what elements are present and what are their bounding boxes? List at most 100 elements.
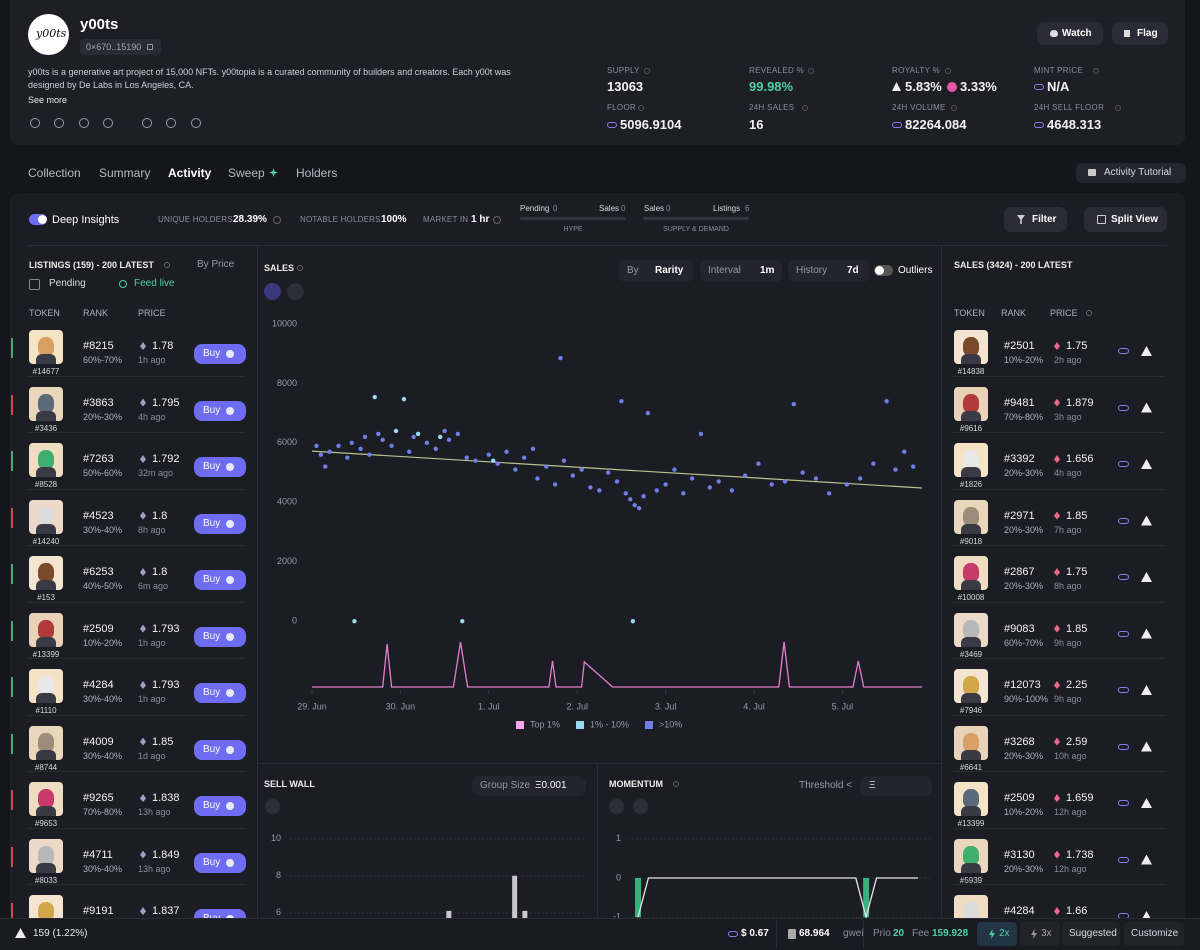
filter-label[interactable]: Filter [1032, 214, 1057, 225]
filter-button[interactable] [1004, 207, 1067, 232]
token-name[interactable]: #9265 [83, 792, 114, 804]
marketplace-icon[interactable] [1141, 798, 1152, 808]
link-icon[interactable] [1118, 630, 1129, 637]
speed-label[interactable]: 2x [999, 928, 1010, 939]
link-icon[interactable] [1118, 517, 1129, 524]
select[interactable] [619, 260, 693, 282]
flag-button[interactable] [1112, 22, 1168, 45]
buy-button[interactable] [194, 683, 246, 703]
buy-label[interactable]: Buy [203, 630, 221, 642]
buy-button[interactable] [194, 457, 246, 477]
link-icon[interactable] [1118, 800, 1129, 806]
token-name[interactable]: #4009 [83, 735, 114, 748]
buy-button[interactable] [194, 400, 246, 421]
tab[interactable]: Holders [296, 166, 338, 180]
speed-label[interactable]: 3x [1041, 928, 1052, 939]
suggested-button[interactable] [1062, 922, 1120, 946]
customize-button[interactable] [1124, 922, 1184, 946]
buy-button[interactable] [194, 626, 246, 647]
marketplace-icon[interactable] [1141, 572, 1152, 582]
mode-button[interactable] [265, 799, 280, 814]
link-icon[interactable] [1118, 856, 1129, 863]
tutorial-label[interactable]: Activity Tutorial [1104, 167, 1172, 178]
buy-label[interactable]: Buy [203, 800, 221, 811]
token-name[interactable]: #8215 [83, 340, 114, 352]
speed-button[interactable] [1020, 922, 1060, 946]
marketplace-icon[interactable] [1141, 741, 1152, 752]
buy-label[interactable]: Buy [203, 348, 221, 359]
tab[interactable]: Sweep [228, 166, 265, 180]
link-icon[interactable] [1118, 348, 1129, 354]
buy-label[interactable]: Buy [203, 517, 221, 529]
marketplace-icon[interactable] [1141, 854, 1152, 865]
mode-button[interactable] [287, 283, 304, 300]
buy-button[interactable] [194, 796, 246, 816]
sort-select[interactable]: By Price [197, 259, 235, 270]
tab[interactable]: Summary [99, 166, 151, 180]
token-name[interactable]: #9083 [1004, 622, 1035, 635]
token-name[interactable]: #9481 [1004, 396, 1035, 409]
link-icon[interactable] [1118, 461, 1129, 467]
tab[interactable]: Activity [168, 166, 212, 180]
buy-label[interactable]: Buy [203, 461, 221, 472]
suggested-label[interactable]: Suggested [1069, 928, 1117, 939]
token-name[interactable]: #3392 [1004, 453, 1035, 465]
link-icon[interactable] [1118, 574, 1129, 580]
link-icon[interactable] [1118, 687, 1129, 693]
copy-icon[interactable] [147, 44, 153, 50]
token-name[interactable]: #2509 [83, 622, 114, 635]
buy-button[interactable] [194, 344, 246, 364]
buy-button[interactable] [194, 739, 246, 760]
marketplace-icon[interactable] [1141, 346, 1152, 356]
token-name[interactable]: #6253 [83, 566, 114, 578]
token-name[interactable]: #3130 [1004, 848, 1035, 861]
marketplace-icon[interactable] [1141, 459, 1152, 469]
token-name[interactable]: #4711 [83, 848, 113, 861]
token-name[interactable]: #4284 [83, 679, 114, 691]
token-name[interactable]: #9191 [83, 905, 114, 917]
select[interactable] [700, 260, 782, 282]
token-name[interactable]: #3863 [83, 396, 114, 409]
buy-label[interactable]: Buy [203, 687, 221, 698]
token-name[interactable]: #7263 [83, 453, 114, 465]
tutorial-button[interactable] [1076, 163, 1186, 183]
mode-button[interactable] [264, 283, 281, 300]
buy-button[interactable] [194, 513, 246, 534]
watch-button[interactable] [1037, 22, 1103, 45]
see-more[interactable]: See more [28, 95, 68, 105]
checkbox[interactable] [29, 279, 40, 290]
speed-button[interactable] [977, 922, 1017, 946]
buy-label[interactable]: Buy [203, 856, 221, 868]
mode-button[interactable] [633, 799, 648, 814]
marketplace-icon[interactable] [1141, 402, 1152, 413]
marketplace-icon[interactable] [1141, 515, 1152, 526]
token-name[interactable]: #4284 [1004, 905, 1035, 917]
buy-label[interactable]: Buy [203, 743, 221, 755]
link-icon[interactable] [1118, 743, 1129, 750]
token-name[interactable]: #2501 [1004, 340, 1035, 352]
link-icon[interactable] [1118, 404, 1129, 411]
marketplace-icon[interactable] [1141, 628, 1152, 639]
buy-label[interactable]: Buy [203, 574, 221, 585]
token-name[interactable]: #2867 [1004, 566, 1035, 578]
split-label[interactable]: Split View [1111, 214, 1159, 225]
token-name[interactable]: #3268 [1004, 735, 1035, 748]
threshold-input[interactable] [860, 776, 932, 796]
tab[interactable]: Collection [28, 166, 81, 180]
flag-label[interactable]: Flag [1137, 28, 1158, 39]
buy-label[interactable]: Buy [203, 404, 221, 416]
customize-label[interactable]: Customize [1131, 928, 1179, 939]
address[interactable]: 0×670..15190 [86, 42, 142, 52]
token-name[interactable]: #2971 [1004, 509, 1035, 522]
token-name[interactable]: #2509 [1004, 792, 1035, 804]
buy-button[interactable] [194, 570, 246, 590]
token-name[interactable]: #4523 [83, 509, 114, 522]
select[interactable] [472, 776, 586, 796]
buy-button[interactable] [194, 852, 246, 873]
select[interactable] [788, 260, 869, 282]
token-name[interactable]: #12073 [1004, 679, 1041, 691]
mode-button[interactable] [609, 799, 624, 814]
watch-label[interactable]: Watch [1062, 28, 1092, 39]
marketplace-icon[interactable] [1141, 911, 1152, 921]
marketplace-icon[interactable] [1141, 685, 1152, 695]
